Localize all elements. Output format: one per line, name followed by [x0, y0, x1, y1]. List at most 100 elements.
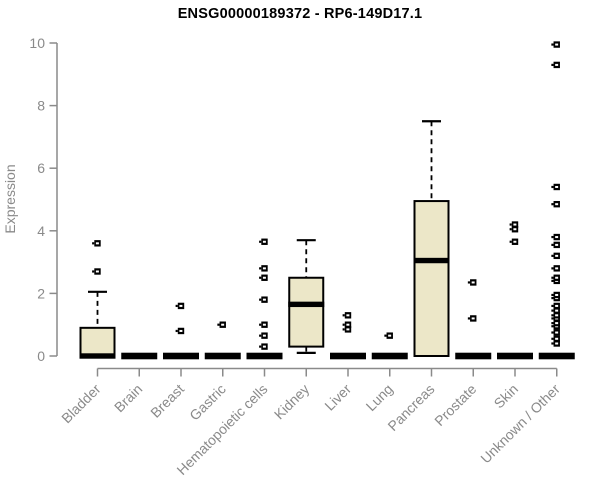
outlier-left-nub — [551, 235, 554, 239]
outlier-marker — [342, 312, 352, 319]
outlier-left-nub — [92, 242, 95, 245]
outlier-left-nub — [551, 331, 554, 334]
outlier-marker — [259, 343, 268, 350]
box-unknown-other — [538, 41, 575, 360]
outlier-marker — [551, 241, 560, 249]
outlier-left-nub — [551, 309, 554, 312]
x-tick-label-brain: Brain — [111, 381, 145, 415]
outlier-left-nub — [259, 345, 262, 348]
outlier-left-nub — [551, 325, 554, 328]
collapsed-box — [497, 352, 533, 360]
outlier-marker — [259, 238, 268, 245]
outlier-notch — [388, 334, 392, 337]
y-tick-label: 2 — [37, 285, 45, 301]
outlier-left-nub — [551, 254, 554, 257]
outlier-left-nub — [509, 223, 512, 226]
outlier-marker — [551, 307, 560, 314]
outlier-marker — [92, 240, 101, 247]
x-tick-label-bladder: Bladder — [58, 381, 104, 427]
outlier-left-nub — [551, 43, 554, 46]
outlier-left-nub — [259, 267, 262, 270]
outlier-marker — [551, 291, 560, 299]
outlier-marker — [551, 200, 560, 208]
outlier-left-nub — [551, 296, 554, 300]
outlier-left-nub — [342, 314, 345, 317]
outlier-left-nub — [551, 304, 554, 308]
outlier-marker — [259, 265, 268, 272]
outlier-marker — [551, 41, 560, 48]
outlier-marker — [509, 238, 519, 245]
box-lung — [371, 332, 408, 360]
x-tick-label-liver: Liver — [321, 381, 354, 414]
outlier-notch — [471, 281, 475, 284]
outlier-marker — [384, 332, 393, 339]
box-skin — [497, 221, 533, 360]
outlier-notch — [555, 337, 559, 340]
outlier-notch — [262, 240, 266, 243]
outlier-notch — [555, 342, 559, 345]
outlier-marker — [92, 268, 101, 275]
outlier-left-nub — [175, 304, 178, 308]
outlier-notch — [346, 314, 350, 317]
outlier-left-nub — [509, 240, 512, 243]
outlier-marker — [551, 265, 560, 272]
outlier-notch — [95, 242, 99, 245]
outlier-marker — [551, 329, 560, 336]
outlier-marker — [509, 226, 519, 233]
outlier-notch — [555, 304, 559, 307]
outlier-marker — [551, 183, 560, 191]
box-breast — [163, 302, 199, 360]
outlier-left-nub — [384, 334, 387, 337]
median-line — [288, 301, 325, 308]
box-body — [79, 326, 116, 357]
box-body — [288, 276, 325, 348]
outlier-left-nub — [467, 317, 471, 320]
collapsed-box — [204, 352, 241, 360]
outlier-marker — [342, 326, 352, 333]
outlier-left-nub — [259, 334, 262, 337]
box-body — [413, 200, 450, 357]
collapsed-box — [538, 352, 575, 360]
outlier-left-nub — [551, 337, 554, 340]
outlier-notch — [555, 331, 559, 334]
outlier-marker — [259, 296, 268, 303]
outlier-left-nub — [551, 267, 554, 270]
outlier-left-nub — [551, 203, 554, 206]
outlier-notch — [471, 317, 475, 320]
outlier-left-nub — [259, 298, 262, 301]
outlier-marker — [551, 61, 560, 69]
outlier-left-nub — [259, 323, 262, 326]
outlier-notch — [513, 240, 517, 243]
outlier-notch — [555, 243, 559, 246]
collapsed-box — [246, 352, 283, 360]
outlier-notch — [513, 228, 517, 231]
median-line — [413, 257, 450, 264]
box-brain — [121, 352, 158, 360]
median-line — [79, 353, 116, 359]
outlier-marker — [551, 312, 560, 319]
x-tick-label-prostate: Prostate — [431, 381, 479, 429]
y-tick-label: 6 — [37, 160, 45, 176]
outlier-marker — [551, 335, 560, 342]
y-axis-title: Expression — [2, 164, 18, 233]
x-tick-label-unknown-other: Unknown / Other — [477, 381, 563, 467]
x-tick-label-lung: Lung — [363, 381, 396, 414]
outlier-notch — [555, 309, 559, 312]
box-pancreas — [413, 120, 450, 357]
outlier-notch — [221, 323, 225, 326]
outlier-marker — [175, 302, 185, 310]
outlier-notch — [513, 223, 517, 226]
outlier-left-nub — [551, 279, 554, 282]
outlier-left-nub — [551, 63, 554, 67]
outlier-marker — [217, 321, 226, 328]
outlier-left-nub — [551, 342, 554, 345]
outlier-left-nub — [92, 270, 95, 273]
outlier-left-nub — [509, 228, 512, 231]
outlier-marker — [259, 332, 268, 339]
outlier-marker — [551, 233, 560, 241]
outlier-left-nub — [342, 323, 345, 326]
outlier-notch — [262, 267, 266, 270]
box-hematopoietic-cells — [246, 238, 283, 360]
chart-title: ENSG00000189372 - RP6-149D17.1 — [177, 6, 423, 22]
